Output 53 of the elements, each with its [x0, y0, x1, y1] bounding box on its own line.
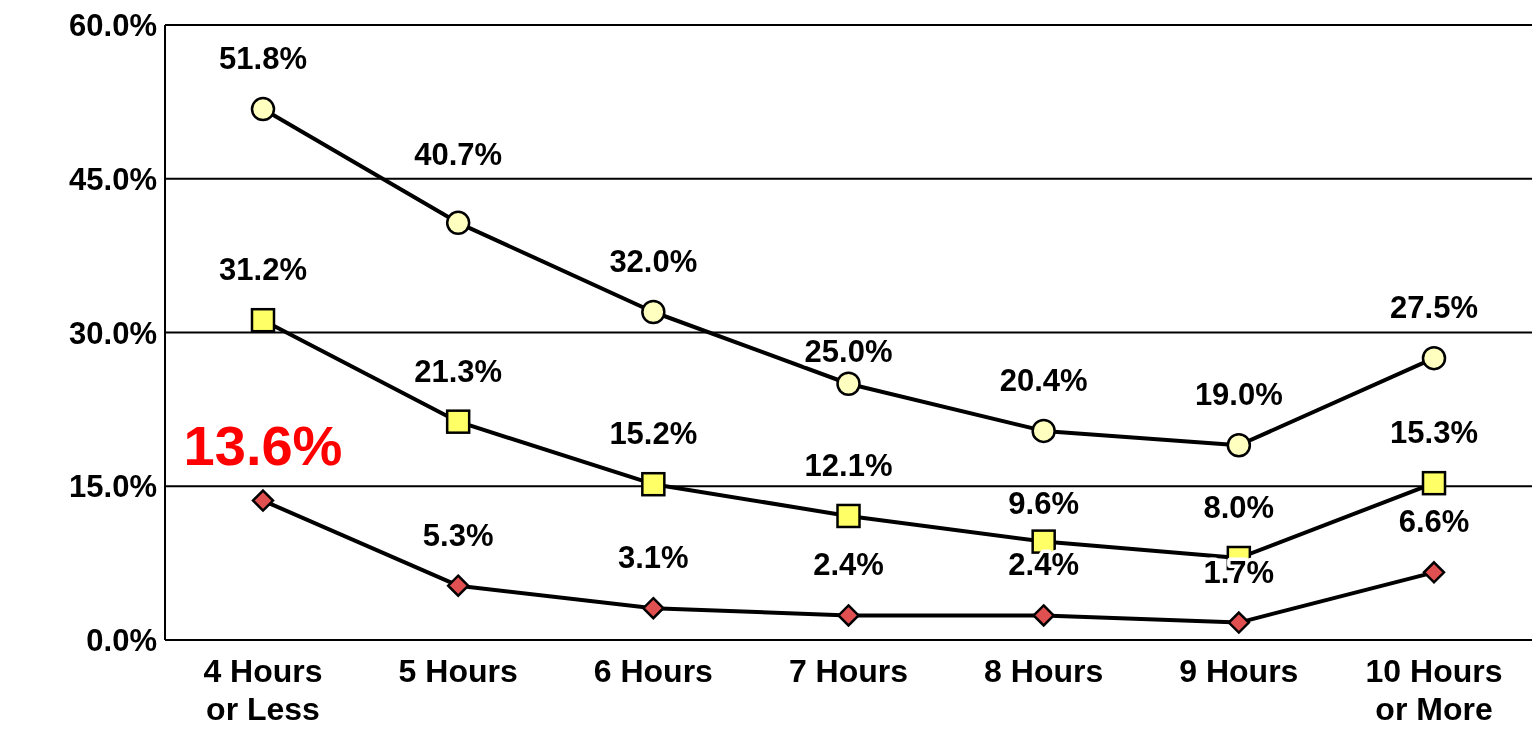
- x-tick-label: 7 Hours: [788, 653, 909, 689]
- x-tick-label: 6 Hours: [593, 653, 713, 689]
- point: [1421, 470, 1447, 496]
- data-label: 21.3%: [414, 353, 503, 389]
- point: [250, 96, 276, 122]
- point: [445, 409, 471, 434]
- point: [251, 489, 275, 512]
- y-tick-label: 30.0%: [69, 315, 157, 351]
- data-label: 9.6%: [1008, 485, 1079, 521]
- data-label: 20.4%: [999, 362, 1088, 398]
- point: [1031, 418, 1056, 444]
- point: [250, 307, 276, 333]
- data-label: 12.1%: [804, 447, 893, 483]
- y-tick-label: 15.0%: [69, 469, 157, 505]
- data-label: 2.4%: [1008, 547, 1079, 583]
- y-tick-label: 45.0%: [69, 161, 157, 197]
- data-label: 27.5%: [1390, 290, 1478, 326]
- x-tick-label: 9 Hours: [1179, 653, 1299, 689]
- data-label: 1.7%: [1203, 554, 1275, 590]
- point: [642, 596, 665, 620]
- point: [836, 371, 861, 396]
- point: [1227, 611, 1251, 634]
- data-label: 19.0%: [1194, 377, 1283, 413]
- data-label: 31.2%: [219, 252, 307, 288]
- data-label: 40.7%: [414, 136, 503, 172]
- point: [1422, 561, 1446, 584]
- point: [641, 471, 666, 497]
- x-tick-label: 8 Hours: [984, 653, 1104, 689]
- point: [446, 574, 470, 597]
- point: [445, 210, 471, 236]
- data-label: 25.0%: [804, 333, 893, 369]
- data-label: 5.3%: [422, 517, 494, 553]
- point: [641, 299, 666, 325]
- point: [1226, 433, 1252, 458]
- data-label: 6.6%: [1398, 504, 1470, 540]
- point: [1032, 604, 1055, 627]
- data-label: 8.0%: [1203, 490, 1275, 525]
- data-label: 15.2%: [609, 416, 698, 452]
- annotation: 13.6%: [183, 413, 343, 477]
- data-label: 51.8%: [219, 41, 307, 77]
- x-tick-label: 10 Hours or More: [1365, 653, 1503, 727]
- x-tick-label: 5 Hours: [398, 653, 518, 689]
- y-tick-label: 0.0%: [86, 623, 157, 659]
- data-label: 15.3%: [1390, 415, 1478, 451]
- point: [836, 503, 861, 529]
- point: [837, 604, 860, 627]
- point: [1421, 345, 1447, 371]
- data-label: 2.4%: [813, 547, 884, 583]
- x-tick-label: 4 Hours or Less: [203, 653, 323, 727]
- data-label: 3.1%: [618, 540, 689, 576]
- data-label: 32.0%: [609, 244, 698, 279]
- point: [1031, 529, 1056, 554]
- y-tick-label: 60.0%: [69, 8, 157, 44]
